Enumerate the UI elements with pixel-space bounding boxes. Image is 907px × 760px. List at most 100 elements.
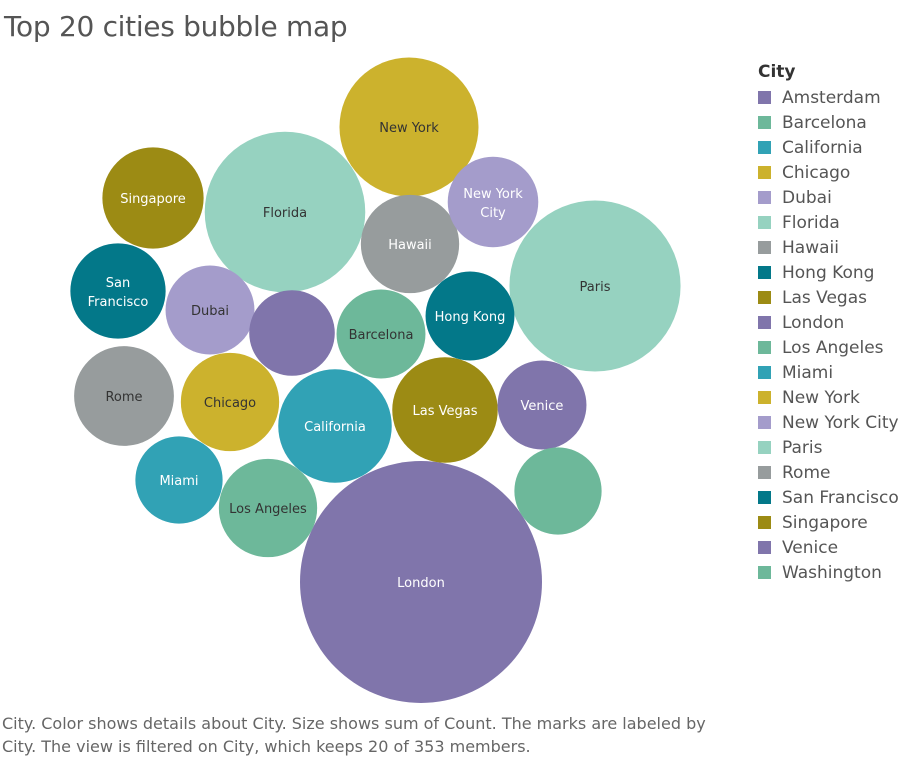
bubble-new-york-city[interactable]: New York City <box>447 156 539 248</box>
legend-item[interactable]: Rome <box>758 460 899 485</box>
bubble-washington[interactable] <box>514 447 602 535</box>
bubble-mark[interactable] <box>336 289 426 379</box>
bubble-mark[interactable] <box>497 360 587 450</box>
bubble-mark[interactable] <box>447 156 539 248</box>
bubble-new-york[interactable]: New York <box>339 57 479 197</box>
bubble-los-angeles[interactable]: Los Angeles <box>218 458 318 558</box>
legend-swatch <box>758 266 771 279</box>
bubble-las-vegas[interactable]: Las Vegas <box>392 357 498 463</box>
bubble-hawaii[interactable]: Hawaii <box>360 194 460 294</box>
bubble-label: Miami <box>159 474 198 489</box>
legend-item[interactable]: Paris <box>758 435 899 460</box>
legend-swatch <box>758 116 771 129</box>
bubble-paris[interactable]: Paris <box>509 200 681 372</box>
bubble-mark[interactable] <box>135 436 223 524</box>
bubble-florida[interactable]: Florida <box>204 131 366 293</box>
bubble-mark[interactable] <box>102 147 204 249</box>
bubble-mark[interactable] <box>509 200 681 372</box>
bubble-mark[interactable] <box>514 447 602 535</box>
legend-swatch <box>758 191 771 204</box>
chart-caption: City. Color shows details about City. Si… <box>2 714 706 756</box>
legend-label: Washington <box>782 562 882 583</box>
chart-title: Top 20 cities bubble map <box>4 10 348 43</box>
bubble-mark[interactable] <box>339 57 479 197</box>
legend-item[interactable]: New York <box>758 385 899 410</box>
legend-item[interactable]: Amsterdam <box>758 85 899 110</box>
bubble-barcelona[interactable]: Barcelona <box>336 289 426 379</box>
legend-label: Hawaii <box>782 237 839 258</box>
bubble-label: Hawaii <box>388 238 432 253</box>
legend-item[interactable]: Hong Kong <box>758 260 899 285</box>
bubble-san-francisco[interactable]: San Francisco <box>70 243 166 339</box>
legend-item[interactable]: Barcelona <box>758 110 899 135</box>
bubble-california[interactable]: California <box>278 369 392 483</box>
legend-item[interactable]: Venice <box>758 535 899 560</box>
legend-item[interactable]: Washington <box>758 560 899 585</box>
legend-item[interactable]: California <box>758 135 899 160</box>
legend-label: Florida <box>782 212 840 233</box>
legend-swatch <box>758 216 771 229</box>
legend: City Amsterdam Barcelona California Chicago… <box>758 62 899 585</box>
legend-item[interactable]: Chicago <box>758 160 899 185</box>
legend-item[interactable]: London <box>758 310 899 335</box>
legend-swatch <box>758 141 771 154</box>
legend-item[interactable]: Singapore <box>758 510 899 535</box>
bubble-label: Rome <box>105 390 142 405</box>
legend-item[interactable]: New York City <box>758 410 899 435</box>
legend-swatch <box>758 566 771 579</box>
bubble-venice[interactable]: Venice <box>497 360 587 450</box>
bubble-mark[interactable] <box>165 265 255 355</box>
bubble-mark[interactable] <box>425 271 515 361</box>
legend-item[interactable]: San Francisco <box>758 485 899 510</box>
legend-swatch <box>758 441 771 454</box>
legend-label: Chicago <box>782 162 851 183</box>
legend-swatch <box>758 166 771 179</box>
bubble-chicago[interactable]: Chicago <box>180 352 280 452</box>
bubble-mark[interactable] <box>70 243 166 339</box>
legend-item[interactable]: Las Vegas <box>758 285 899 310</box>
bubble-mark[interactable] <box>180 352 280 452</box>
legend-item[interactable]: Dubai <box>758 185 899 210</box>
bubble-label: California <box>304 420 366 435</box>
bubble-dubai[interactable]: Dubai <box>165 265 255 355</box>
bubble-label: New York <box>379 121 439 136</box>
bubble-chart: London Paris Florida New York California Las … <box>70 57 681 703</box>
bubble-london[interactable]: London <box>300 461 542 703</box>
bubble-mark[interactable] <box>278 369 392 483</box>
bubble-label: Paris <box>580 280 611 295</box>
legend-label: Rome <box>782 462 831 483</box>
bubble-label: London <box>397 576 445 591</box>
legend-item[interactable]: Los Angeles <box>758 335 899 360</box>
bubble-mark[interactable] <box>218 458 318 558</box>
legend-item[interactable]: Miami <box>758 360 899 385</box>
legend-swatch <box>758 466 771 479</box>
bubble-miami[interactable]: Miami <box>135 436 223 524</box>
legend-label: Los Angeles <box>782 337 884 358</box>
bubble-label: Dubai <box>191 304 229 319</box>
bubble-hong-kong[interactable]: Hong Kong <box>425 271 515 361</box>
bubble-rome[interactable]: Rome <box>74 346 174 446</box>
bubble-label: Florida <box>263 206 307 221</box>
bubble-label: New York City <box>463 187 523 221</box>
bubble-mark[interactable] <box>392 357 498 463</box>
legend-swatch <box>758 316 771 329</box>
bubble-mark[interactable] <box>300 461 542 703</box>
legend-label: Venice <box>782 537 839 558</box>
bubble-mark[interactable] <box>204 131 366 293</box>
legend-swatch <box>758 366 771 379</box>
bubble-label: Singapore <box>120 192 186 207</box>
legend-swatch <box>758 541 771 554</box>
legend-item[interactable]: Florida <box>758 210 899 235</box>
legend-items: Amsterdam Barcelona California Chicago Dubai… <box>758 85 899 585</box>
bubble-mark[interactable] <box>249 290 335 376</box>
bubble-mark[interactable] <box>360 194 460 294</box>
bubble-singapore[interactable]: Singapore <box>102 147 204 249</box>
legend-swatch <box>758 516 771 529</box>
bubble-mark[interactable] <box>74 346 174 446</box>
legend-swatch <box>758 491 771 504</box>
legend-item[interactable]: Hawaii <box>758 235 899 260</box>
bubble-amsterdam[interactable] <box>249 290 335 376</box>
legend-label: San Francisco <box>782 487 899 508</box>
legend-swatch <box>758 341 771 354</box>
bubble-label: Hong Kong <box>435 310 506 325</box>
